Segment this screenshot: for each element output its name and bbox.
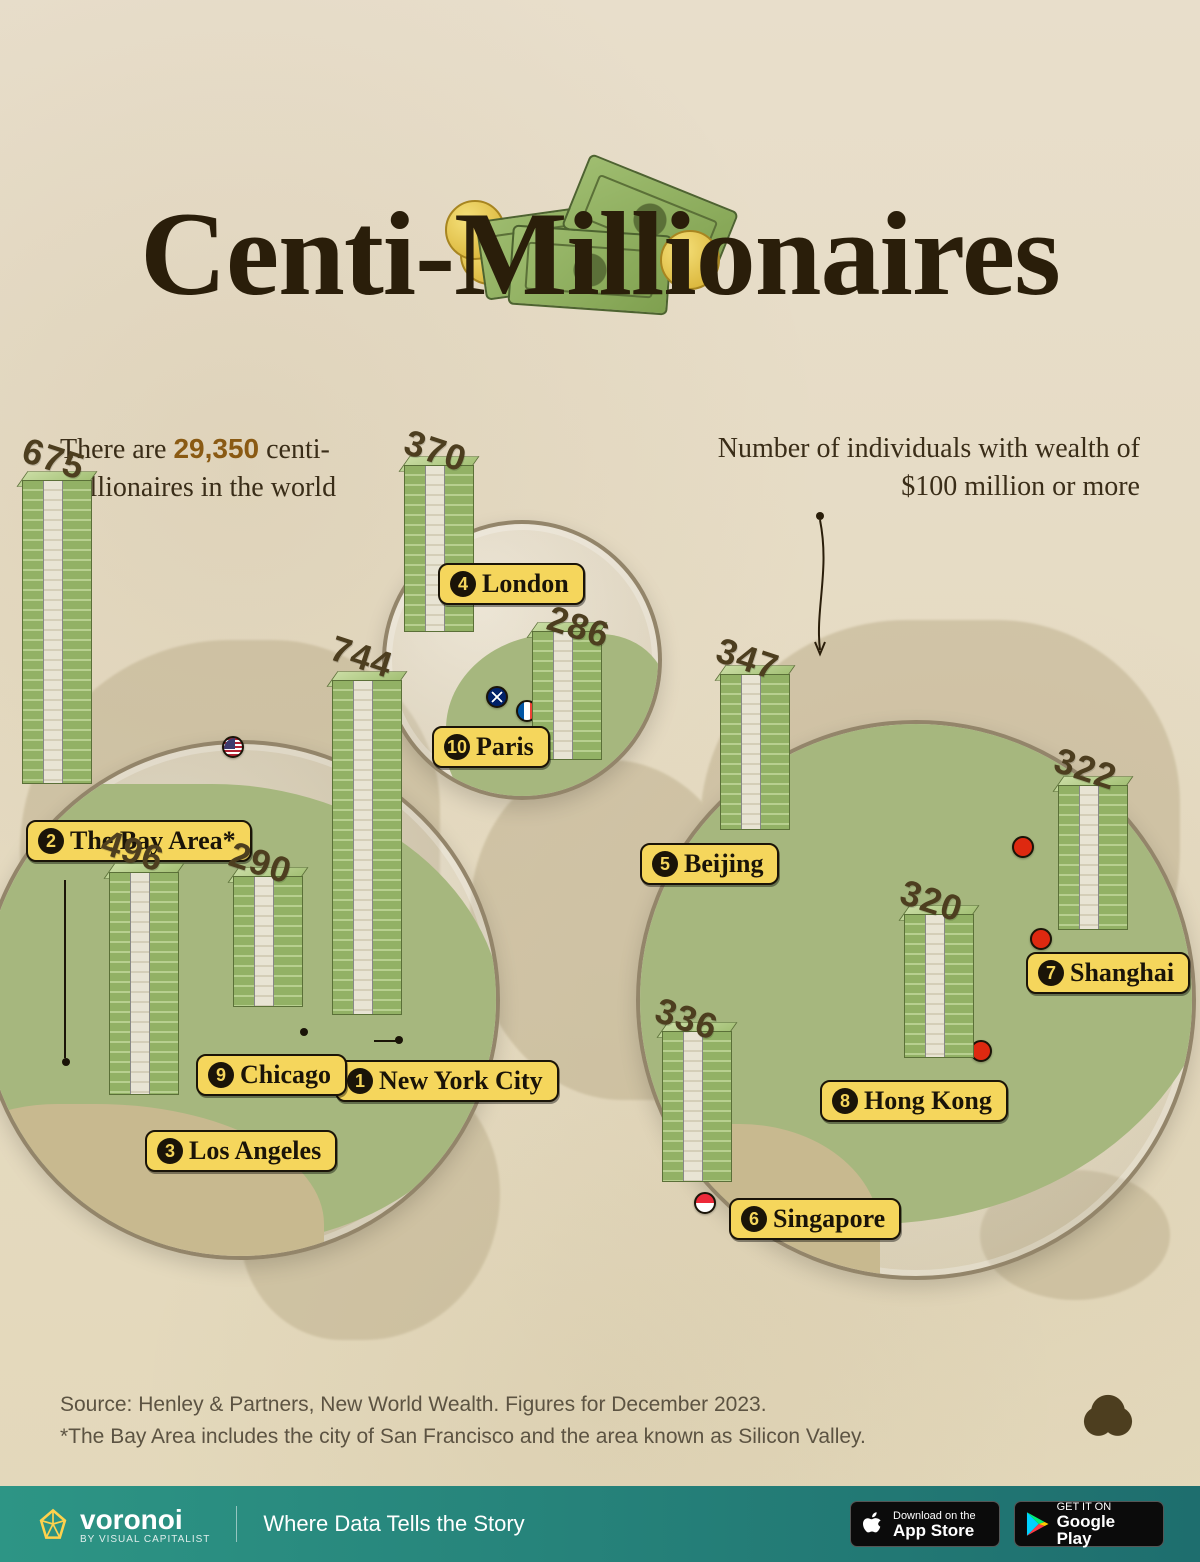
city-pill-los-angeles: 3Los Angeles: [145, 1130, 337, 1172]
footer-tagline: Where Data Tells the Story: [263, 1511, 524, 1537]
connector-dot: [300, 1028, 308, 1036]
city-pill-singapore: 6Singapore: [729, 1198, 901, 1240]
appstore-big-text: App Store: [893, 1522, 976, 1539]
flag-gb: [486, 686, 508, 708]
legend-text: Number of individuals with wealth of $10…: [670, 430, 1140, 506]
legend-arrow: [790, 510, 850, 660]
money-stack-beijing: [720, 674, 790, 830]
connector-line: [374, 1040, 396, 1042]
money-stack-shanghai: [1058, 785, 1128, 930]
source-line-2: *The Bay Area includes the city of San F…: [60, 1421, 866, 1453]
voronoi-logo-icon: [36, 1507, 70, 1541]
city-pill-beijing: 5Beijing: [640, 843, 779, 885]
money-stack-los-angeles: [109, 872, 179, 1095]
source-line-1: Source: Henley & Partners, New World Wea…: [60, 1389, 866, 1421]
app-store-badge[interactable]: Download on the App Store: [850, 1501, 1000, 1547]
city-pill-london: 4London: [438, 563, 585, 605]
city-pill-chicago: 9Chicago: [196, 1054, 347, 1096]
title-block: Cities with the Most Centi-Millionaires: [0, 30, 1200, 323]
money-stack-singapore: [662, 1031, 732, 1182]
flag-us: [222, 736, 244, 758]
city-pill-paris: 10Paris: [432, 726, 550, 768]
money-stack-london: [404, 465, 474, 632]
apple-icon: [861, 1510, 885, 1538]
connector-dot: [62, 1058, 70, 1066]
brand-name: voronoi: [80, 1504, 210, 1536]
money-stack-new-york-city: [332, 680, 402, 1015]
vc-logo-icon: [1076, 1383, 1140, 1447]
google-play-badge[interactable]: GET IT ON Google Play: [1014, 1501, 1164, 1547]
city-pill-hong-kong: 8Hong Kong: [820, 1080, 1008, 1122]
city-pill-shanghai: 7Shanghai: [1026, 952, 1190, 994]
connector-dot: [395, 1036, 403, 1044]
play-big-text: Google Play: [1057, 1513, 1153, 1547]
title-main: Centi-Millionaires: [0, 185, 1200, 323]
footer-separator: [236, 1506, 237, 1542]
appstore-small-text: Download on the: [893, 1510, 976, 1522]
money-stack-the-bay-area-: [22, 480, 92, 784]
money-stack-chicago: [233, 876, 303, 1007]
intro-text: There are 29,350 centi-millionaires in t…: [60, 430, 390, 507]
money-stack-hong-kong: [904, 914, 974, 1058]
connector-line: [64, 880, 66, 1058]
flag-cn-beijing: [1012, 836, 1034, 858]
city-pill-new-york-city: 1New York City: [335, 1060, 559, 1102]
footer-bar: voronoi BY VISUAL CAPITALIST Where Data …: [0, 1486, 1200, 1562]
flag-cn-shanghai: [1030, 928, 1052, 950]
flag-sg: [694, 1192, 716, 1214]
brand-block: voronoi BY VISUAL CAPITALIST: [36, 1504, 210, 1545]
google-play-icon: [1025, 1511, 1049, 1537]
brand-subline: BY VISUAL CAPITALIST: [80, 1534, 210, 1545]
source-block: Source: Henley & Partners, New World Wea…: [60, 1389, 866, 1452]
